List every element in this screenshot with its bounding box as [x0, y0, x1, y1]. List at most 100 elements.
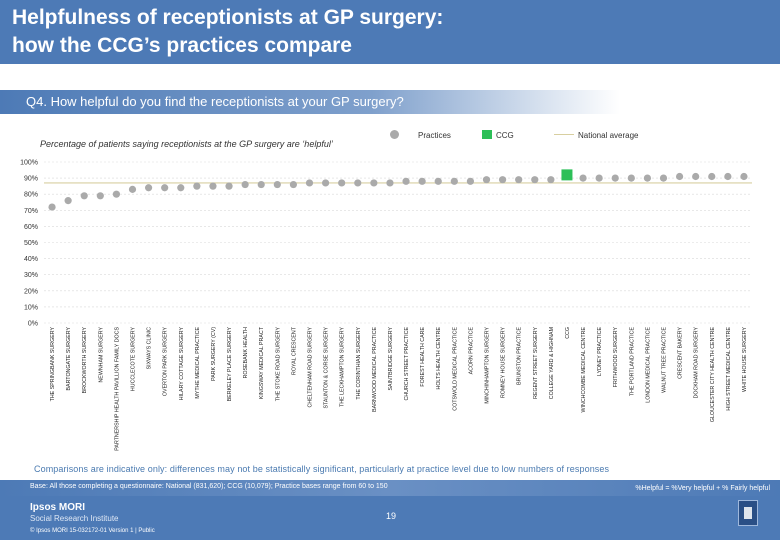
- x-category-label: BROCKWORTH SURGERY: [82, 327, 88, 394]
- legend-practices-label: Practices: [418, 131, 451, 140]
- practice-point: [482, 176, 491, 184]
- x-category-label: GLOUCESTER CITY HEALTH CENTRE: [710, 327, 716, 423]
- definition-text: %Helpful = %Very helpful + % Fairly help…: [635, 485, 770, 492]
- x-category-label: THE STOKE ROAD SURGERY: [275, 327, 281, 402]
- practice-point: [305, 179, 314, 187]
- x-category-label: SIXWAYS CLINIC: [147, 327, 153, 370]
- x-category-label: BRUNSTON PRACTICE: [517, 327, 523, 385]
- x-category-label: STAUNTON & CORSE SURGERY: [324, 327, 330, 409]
- practice-point: [193, 182, 201, 190]
- x-category-label: WHITE HOUSE SURGERY: [742, 327, 748, 392]
- x-category-label: WINCHCOMBE MEDICAL CENTRE: [581, 327, 587, 413]
- practice-point: [450, 177, 458, 185]
- practice-point: [659, 174, 668, 182]
- chart: 0% 10% 20% 30% 40% 50% 60% 70% 80% 90% 100% THE SPR…: [20, 160, 752, 451]
- page-number: 19: [386, 511, 397, 521]
- x-category-label: WALNUT TREE PRACTICE: [662, 327, 668, 393]
- x-category-label: CHELTENHAM ROAD SURGERY: [308, 327, 314, 408]
- x-category-label: SAINTBRIDGE SURGERY: [388, 327, 394, 391]
- legend-ccg-label: CCG: [496, 131, 514, 140]
- practice-point: [354, 179, 362, 187]
- x-category-label: HILARY COTTAGE SURGERY: [179, 327, 185, 401]
- practice-point: [96, 192, 104, 200]
- x-category-label: COTSWOLD MEDICAL PRACTICE: [452, 327, 458, 411]
- y-tick-label: 30%: [24, 272, 38, 279]
- practice-point: [48, 203, 56, 211]
- legend-ccg-square-icon: [482, 130, 492, 139]
- page-title-line-1: Helpfulness of receptionists at GP surge…: [12, 6, 444, 29]
- page-title-line-2: how the CCG’s practices compare: [12, 34, 352, 57]
- practice-point: [579, 174, 587, 182]
- practice-point: [112, 190, 121, 198]
- legend-national-label: National average: [578, 131, 639, 140]
- practice-point: [209, 182, 217, 190]
- practice-point: [675, 172, 684, 181]
- practice-point: [80, 192, 88, 200]
- x-category-label: COLLEGE YARD & HIGHNAM: [549, 327, 555, 399]
- practice-point: [531, 176, 539, 184]
- comparison-note: Comparisons are indicative only: differe…: [34, 464, 610, 474]
- x-category-label: FRITHWOOD SURGERY: [613, 327, 619, 388]
- question-text: Q4. How helpful do you find the receptio…: [26, 94, 404, 109]
- practice-point: [338, 179, 346, 187]
- practice-point: [64, 197, 72, 205]
- practice-point: [498, 176, 507, 184]
- x-category-label: THE PORTLAND PRACTICE: [629, 327, 635, 397]
- x-category-label: PARK SURGERY (CV): [211, 327, 217, 381]
- x-category-label: ROSEBANK HEALTH: [243, 327, 249, 379]
- y-tick-label: 20%: [24, 288, 38, 295]
- x-category-label: CHURCH STREET PRACTICE: [404, 327, 410, 401]
- x-category-label: HOLTS HEALTH CENTRE: [436, 327, 442, 390]
- practice-point: [161, 184, 169, 192]
- x-category-label: REGENT STREET SURGERY: [533, 327, 539, 399]
- x-category-label: THE CORINTHIAN SURGERY: [356, 327, 362, 400]
- ccg-marker: [561, 169, 573, 181]
- x-category-label: CCG: [565, 327, 571, 339]
- x-category-label: THE SPRINGBANK SURGERY: [50, 327, 56, 402]
- practice-point: [515, 176, 523, 184]
- x-category-label: MYTHE MEDICAL PRACTICE: [195, 327, 201, 399]
- base-band: Base: All those completing a questionnai…: [0, 480, 780, 496]
- practice-point: [611, 174, 619, 182]
- y-tick-label: 40%: [24, 256, 38, 263]
- legend-national-line-icon: [554, 134, 574, 135]
- x-category-label: FOREST HEALTH CARE: [420, 327, 426, 387]
- x-category-label: ROMNEY HOUSE SURGERY: [501, 327, 507, 398]
- question-band: Q4. How helpful do you find the receptio…: [0, 90, 620, 114]
- x-category-label: OVERTON PARK SURGERY: [163, 327, 169, 397]
- footer-copyright: © Ipsos MORI 15-032172-01 Version 1 | Pu…: [30, 528, 155, 534]
- logo-subtitle: Social Research Institute: [30, 514, 119, 523]
- practice-point: [708, 172, 716, 181]
- practice-point: [418, 177, 426, 185]
- y-tick-label: 100%: [20, 160, 38, 167]
- y-tick-label: 70%: [24, 208, 38, 215]
- y-tick-label: 10%: [24, 304, 38, 311]
- practice-point: [466, 177, 475, 185]
- y-tick-label: 0%: [28, 321, 38, 328]
- practice-point: [128, 185, 137, 193]
- legend-practice-dot-icon: [390, 130, 399, 139]
- y-tick-label: 80%: [24, 192, 38, 199]
- practice-point: [289, 180, 298, 189]
- x-category-label: KINGSWAY MEDICAL PRACT: [259, 326, 265, 399]
- practice-point: [273, 180, 281, 189]
- practice-point: [241, 180, 249, 189]
- practice-point: [402, 177, 410, 185]
- x-category-label: LONDON MEDICAL PRACTICE: [645, 327, 651, 403]
- ipsos-corner-icon: [738, 500, 758, 526]
- y-tick-label: 60%: [24, 224, 38, 231]
- practice-point: [177, 184, 185, 192]
- x-category-label: HUCCLECOTE SURGERY: [131, 327, 137, 392]
- practice-point: [740, 172, 748, 181]
- practice-point: [257, 180, 265, 189]
- practice-point: [434, 177, 442, 185]
- footer: Ipsos MORI Social Research Institute © I…: [0, 496, 780, 540]
- x-category-label: NEWNHAM SURGERY: [98, 327, 104, 383]
- x-category-label: BARTONGATE SURGERY: [66, 327, 72, 391]
- practice-point: [627, 174, 635, 182]
- x-category-label: BERKELEY PLACE SURGERY: [227, 327, 233, 402]
- x-category-label: BARNWOOD MEDICAL PRACTICE: [372, 327, 378, 412]
- base-text: Base: All those completing a questionnai…: [30, 483, 388, 490]
- practice-point: [321, 179, 330, 187]
- y-tick-label: 90%: [24, 176, 38, 183]
